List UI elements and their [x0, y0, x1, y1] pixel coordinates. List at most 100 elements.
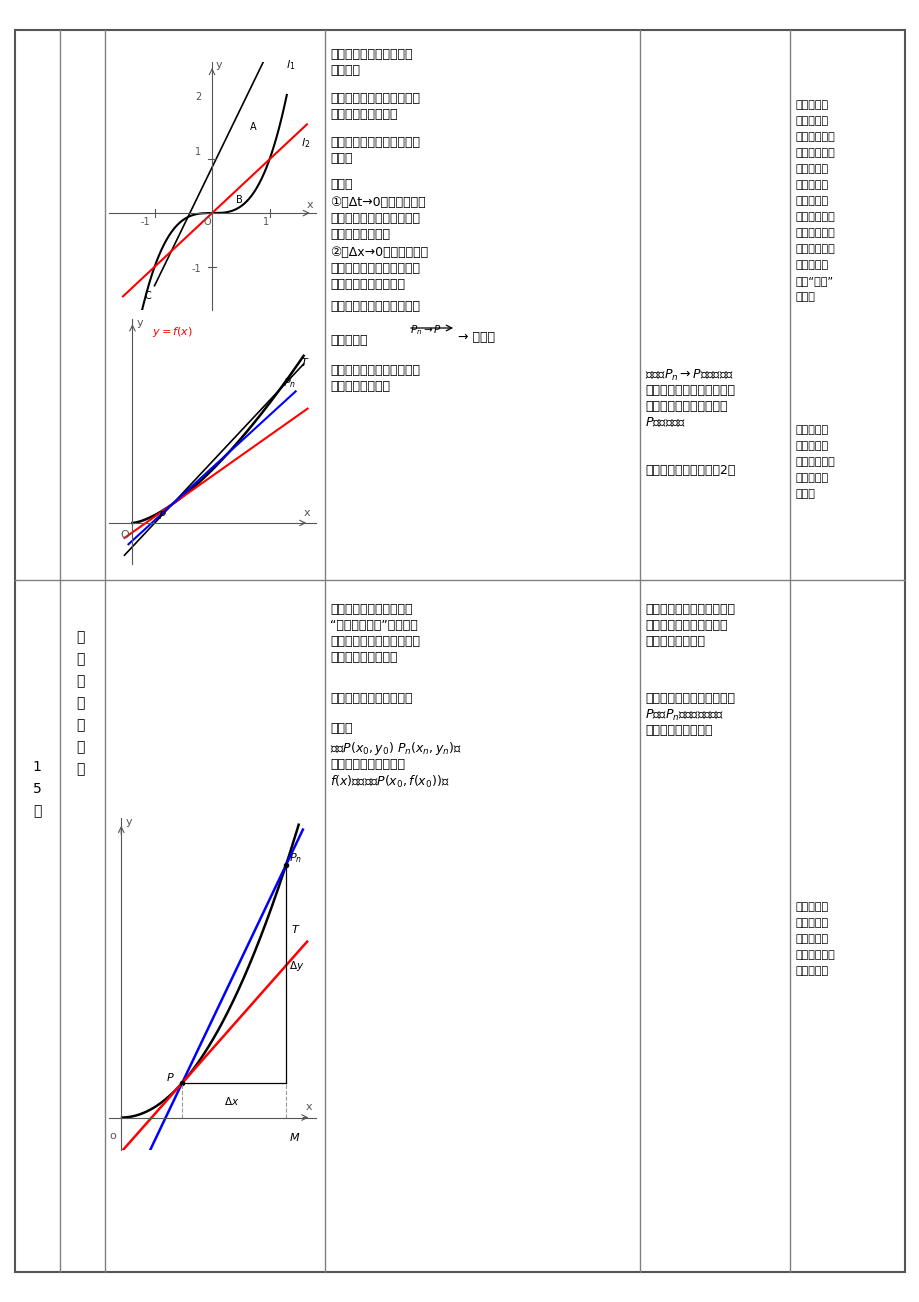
Text: 设点$P(x_0, y_0)$ $P_n(x_n, y_n)$，: 设点$P(x_0, y_0)$ $P_n(x_n, y_n)$，: [330, 740, 461, 756]
Text: 置上的直线就是曲线在点: 置上的直线就是曲线在点: [644, 400, 727, 413]
Text: y: y: [136, 318, 142, 328]
Text: -1: -1: [192, 264, 201, 275]
Text: ①当Δt→0，平均速度趋: ①当Δt→0，平均速度趋: [330, 197, 425, 210]
Text: C: C: [144, 292, 151, 301]
Text: ?: ?: [192, 997, 199, 1012]
Text: $T$: $T$: [290, 923, 301, 935]
Text: 图 2: 图 2: [202, 228, 221, 241]
Text: O: O: [120, 530, 129, 539]
Text: 5: 5: [32, 783, 41, 796]
Text: -1: -1: [140, 217, 150, 227]
Text: $P_n$$\to$$P$: $P_n$$\to$$P$: [410, 323, 442, 337]
Text: 值就是瞬时速度。: 值就是瞬时速度。: [330, 228, 390, 241]
Text: $y = f(x)$: $y = f(x)$: [153, 326, 193, 340]
Text: 代数刻画：: 代数刻画：: [110, 978, 147, 991]
Text: 切线定义，从: 切线定义，从: [795, 243, 834, 254]
Text: 使学生加深: 使学生加深: [795, 424, 828, 435]
Text: 般曲线切线: 般曲线切线: [795, 180, 828, 190]
Text: 过程，逐步学: 过程，逐步学: [795, 950, 834, 960]
Text: 过程，上升理: 过程，上升理: [795, 212, 834, 223]
Text: 让学生在获: 让学生在获: [795, 100, 828, 109]
Text: 2: 2: [195, 92, 201, 102]
Text: O: O: [203, 217, 210, 227]
Text: 性思维，形成: 性思维，形成: [795, 228, 834, 238]
Text: 切线方程的关系。: 切线方程的关系。: [644, 635, 704, 648]
Text: 答：由图可知，割线经过点: 答：由图可知，割线经过点: [644, 691, 734, 704]
Text: 的发生发展: 的发生发展: [795, 197, 828, 206]
Text: 学生口答前面的问题（2）: 学生口答前面的问题（2）: [644, 464, 734, 477]
Text: o: o: [109, 1131, 116, 1141]
Text: (3) 你能不能类比圆的割: (3) 你能不能类比圆的割: [110, 245, 193, 258]
Text: 过定点$P$的割线: 过定点$P$的割线: [110, 910, 157, 923]
Text: 而突破教学: 而突破教学: [795, 260, 828, 270]
Text: 几何直观：: 几何直观：: [110, 892, 147, 905]
Text: 换个角度来观察圆的割线: 换个角度来观察圆的割线: [330, 48, 412, 61]
Text: 程，进一步，如何用数量关: 程，进一步，如何用数量关: [330, 635, 420, 648]
Text: 质变的辩证关系。: 质变的辩证关系。: [330, 380, 390, 393]
Text: 引导：: 引导：: [330, 723, 352, 736]
Text: 引导：学生结合前面探究的: 引导：学生结合前面探究的: [330, 135, 420, 148]
Text: 又因为这两点都在曲线: 又因为这两点都在曲线: [330, 758, 404, 771]
Text: ②当Δx→0，平均变化率: ②当Δx→0，平均变化率: [330, 246, 427, 259]
Text: → 切线，: → 切线，: [458, 331, 494, 344]
Text: 的基础上，通: 的基础上，通: [795, 132, 834, 142]
Text: 发: 发: [75, 630, 85, 644]
Text: 体现了逃近的思想，量变与: 体现了逃近的思想，量变与: [330, 365, 420, 378]
Text: 现: 现: [75, 652, 85, 667]
Text: 问：刚才从直观上感知了: 问：刚才从直观上感知了: [330, 603, 412, 616]
Text: 于确定的位置，这个确定位: 于确定的位置，这个确定位: [644, 384, 734, 397]
Text: 1: 1: [195, 147, 200, 158]
Text: 数: 数: [75, 697, 85, 710]
Text: y: y: [125, 818, 132, 827]
Text: 得直观感知: 得直观感知: [795, 116, 828, 126]
Text: 刻画就是研究割线方程和: 刻画就是研究割线方程和: [644, 618, 727, 631]
Text: $P_n$$\to$$P$: $P_n$$\to$$P$: [160, 930, 192, 943]
Text: 启发：学生用动态的眼光观: 启发：学生用动态的眼光观: [330, 92, 420, 105]
Text: $l_2$: $l_2$: [301, 135, 310, 150]
Text: $\Delta x$: $\Delta x$: [223, 1095, 239, 1107]
Text: 和切线？: 和切线？: [330, 64, 359, 77]
Text: 的值就是瞬时变化率。: 的值就是瞬时变化率。: [330, 279, 404, 292]
Text: x: x: [303, 509, 310, 518]
Text: y: y: [215, 60, 221, 70]
Text: 过合作探索，: 过合作探索，: [795, 148, 834, 158]
Text: 定性刻画到: 定性刻画到: [795, 918, 828, 928]
Text: “割线逃近切线”的变化过: “割线逃近切线”的变化过: [330, 618, 417, 631]
Text: 点的坐标就可以了。: 点的坐标就可以了。: [644, 724, 711, 737]
Text: $l_1$: $l_1$: [286, 57, 295, 72]
Text: 系来表示这种变化？: 系来表示这种变化？: [330, 651, 397, 664]
Text: 答：割线逃近切线，用代数: 答：割线逃近切线，用代数: [644, 603, 734, 616]
Text: 难点“逃近”: 难点“逃近”: [795, 276, 834, 286]
Text: A: A: [249, 121, 255, 132]
Text: x: x: [305, 1101, 312, 1112]
Text: 冲突。: 冲突。: [795, 490, 815, 499]
Text: 1: 1: [263, 217, 268, 227]
Text: 问：如何写出割线方程？: 问：如何写出割线方程？: [330, 691, 412, 704]
Text: 趋近于确定的值，这个确定: 趋近于确定的值，这个确定: [330, 262, 420, 275]
Text: $T$: $T$: [300, 357, 309, 368]
Text: $P$和点$P_n$，只要设出这两: $P$和点$P_n$，只要设出这两: [644, 708, 723, 723]
Text: 几: 几: [75, 740, 85, 754]
Text: 定量刻画的: 定量刻画的: [795, 934, 828, 944]
Text: 近于确定的值，这个确定的: 近于确定的值，这个确定的: [330, 212, 420, 225]
Text: 导: 导: [75, 674, 85, 687]
Text: 线和切线的动态关系，寻: 线和切线的动态关系，寻: [110, 260, 187, 273]
Text: 1: 1: [32, 760, 41, 773]
Text: 答：当$P_n$$\to$$P$时，割线趋: 答：当$P_n$$\to$$P$时，割线趋: [644, 368, 733, 383]
Text: 察圆的割线和切线；: 察圆的割线和切线；: [330, 108, 397, 121]
Text: $P_n$: $P_n$: [283, 376, 296, 391]
Text: 何: 何: [75, 762, 85, 776]
Text: 会数学探究: 会数学探究: [795, 966, 828, 976]
Text: 追问学生形成概念的思路。: 追问学生形成概念的思路。: [330, 299, 420, 312]
Text: $P$: $P$: [158, 509, 166, 521]
Text: 思想。: 思想。: [795, 292, 815, 302]
Text: 讲授：割线: 讲授：割线: [330, 335, 367, 348]
Text: 求一般曲线的切线？: 求一般曲线的切线？: [110, 277, 173, 290]
Text: 旧知：: 旧知：: [330, 178, 352, 191]
Text: 经验。: 经验。: [330, 152, 352, 165]
Text: 学生经历由: 学生经历由: [795, 902, 828, 911]
Text: $P_n$: $P_n$: [289, 850, 302, 865]
Text: 分: 分: [33, 805, 41, 818]
Text: 的: 的: [75, 717, 85, 732]
Text: B: B: [236, 195, 243, 206]
